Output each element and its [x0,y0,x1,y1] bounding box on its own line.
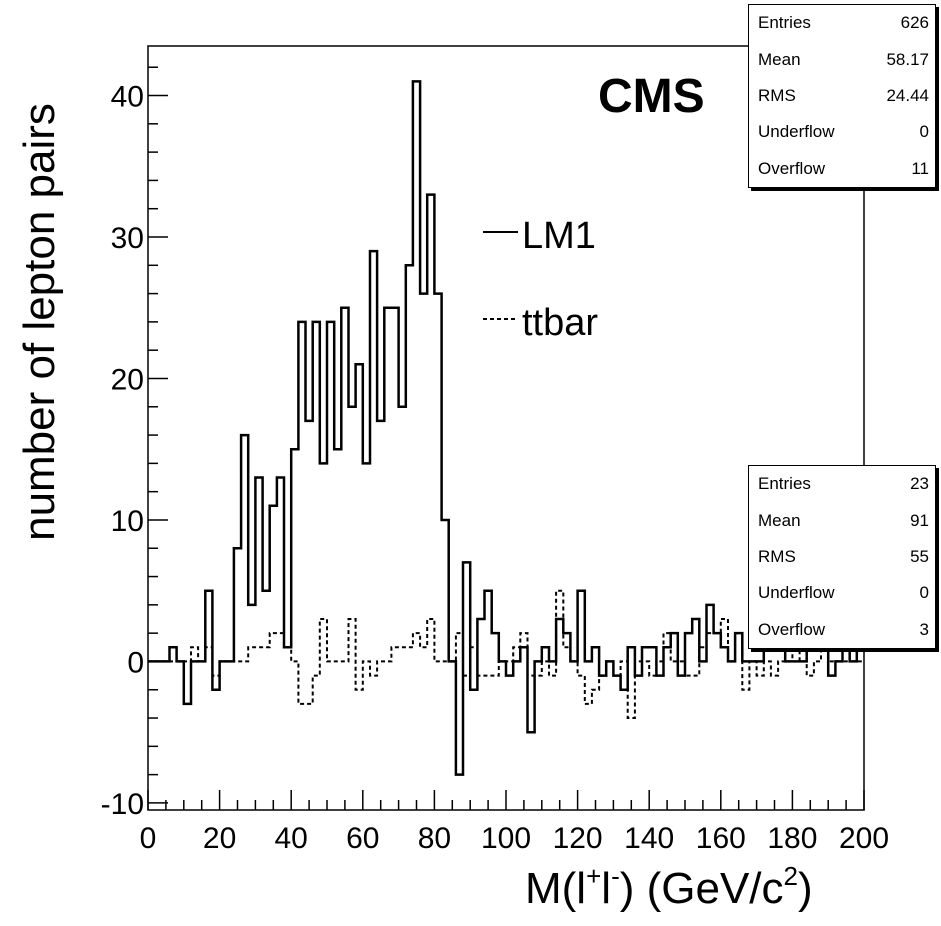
y-axis-label-group: number of lepton pairs [15,103,64,541]
stats-value: 0 [919,122,929,142]
x-tick-label: 0 [140,822,157,855]
xlabel-part: M(l [525,864,586,913]
stats-value: 23 [910,474,929,494]
stats-row-entries: Entries 23 [749,466,935,502]
stats-row-underflow: Underflow 0 [749,114,935,150]
stats-box-lm1: Entries 626 Mean 58.17 RMS 24.44 Underflow 0 Ove… [748,4,936,188]
svg-text:M(l+l-) (GeV/c2): M(l+l-) (GeV/c2) [525,861,813,913]
stats-box-ttbar: Entries 23 Mean 91 RMS 55 Underflow 0 Overflow 3 [748,465,936,649]
stats-label: RMS [758,85,796,105]
y-tick-label: 40 [111,81,144,114]
stats-label: Overflow [758,158,826,178]
y-tick-label: 30 [111,222,144,255]
xlabel-sup: - [611,861,620,891]
stats-row-overflow: Overflow 11 [749,151,935,187]
stats-label: Mean [758,510,801,530]
x-tick-label: 160 [696,822,746,855]
stats-row-rms: RMS 55 [749,539,935,575]
stats-row-underflow: Underflow 0 [749,575,935,611]
stats-label: Overflow [758,619,826,639]
legend-ttbar-label: ttbar [522,302,598,344]
stats-value: 55 [910,546,929,566]
y-tick-label: 10 [111,505,144,538]
stats-label: RMS [758,546,796,566]
x-tick-label: 40 [275,822,308,855]
stats-value: 0 [919,583,929,603]
stats-value: 24.44 [886,85,929,105]
xlabel-part: ) (GeV/c [620,864,784,913]
stats-row-entries: Entries 626 [749,5,935,41]
xlabel-part: l [601,864,611,913]
stats-value: 3 [919,619,929,639]
stats-label: Entries [758,13,811,33]
x-tick-label: 200 [839,822,889,855]
stats-row-rms: RMS 24.44 [749,78,935,114]
stats-label: Mean [758,49,801,69]
series-ttbar-line [148,589,864,719]
x-axis-label: M(l+l-) (GeV/c2) [525,861,813,913]
xlabel-sup: + [586,861,601,891]
x-tick-label: 20 [203,822,236,855]
xlabel-part: ) [798,864,813,913]
x-tick-label: 180 [767,822,817,855]
xlabel-sup: 2 [784,861,798,891]
stats-row-mean: Mean 91 [749,502,935,538]
series-lm1-line [148,80,864,776]
x-tick-label: 60 [346,822,379,855]
x-tick-label: 100 [481,822,531,855]
stats-value: 11 [911,158,929,178]
stats-value: 91 [910,510,929,530]
y-axis-label: number of lepton pairs [15,103,64,541]
stats-row-overflow: Overflow 3 [749,612,935,648]
stats-label: Underflow [758,122,835,142]
stats-label: Entries [758,474,811,494]
stats-label: Underflow [758,583,835,603]
legend-lm1-label: LM1 [522,215,596,257]
x-tick-label: 140 [624,822,674,855]
series-group [148,80,864,776]
y-tick-label: -10 [101,788,144,821]
x-tick-label: 80 [418,822,451,855]
stats-value: 626 [900,13,929,33]
x-tick-label: 120 [553,822,603,855]
y-tick-label: 0 [127,646,144,679]
cms-annotation: CMS [598,70,705,123]
y-tick-label: 20 [111,363,144,396]
stats-row-mean: Mean 58.17 [749,41,935,77]
legend: LM1 ttbar [483,215,598,344]
stats-value: 58.17 [886,49,929,69]
